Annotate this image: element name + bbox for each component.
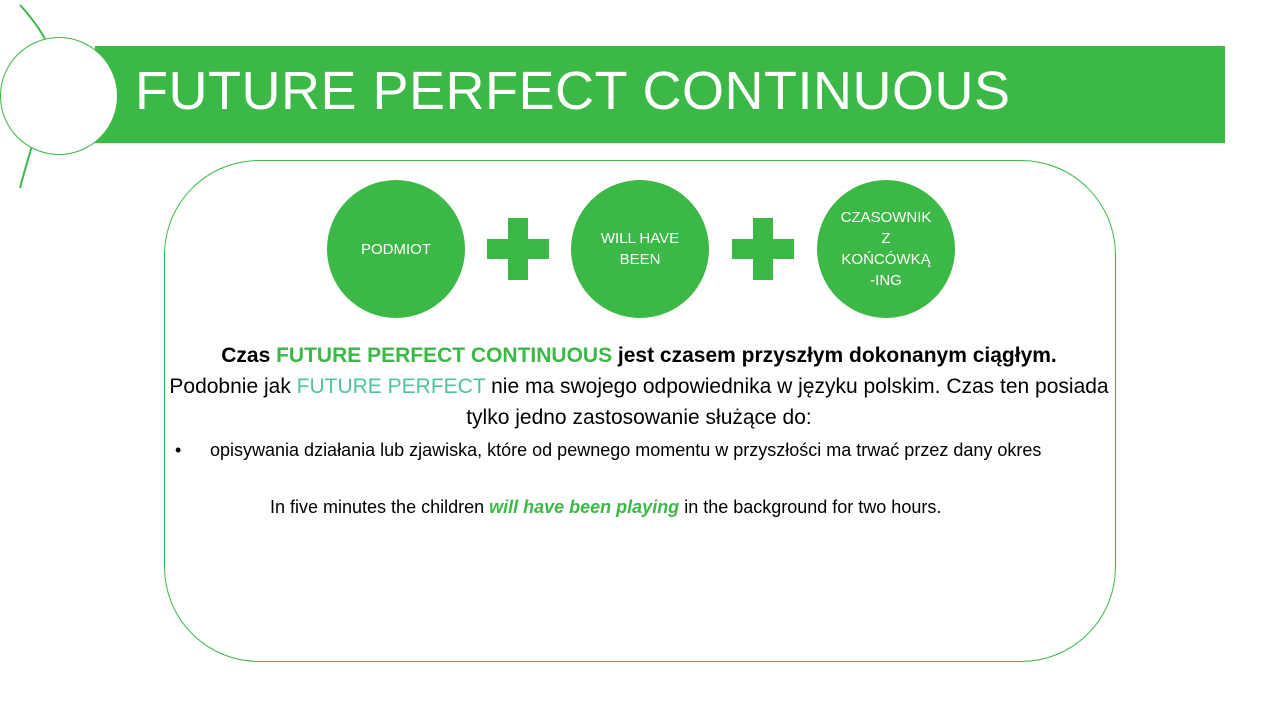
formula-verb-circle: CZASOWNIK Z KOŃCÓWKĄ -ING [817,180,955,318]
example-before: In five minutes the children [270,497,490,517]
example-after: in the background for two hours. [679,497,942,517]
example-highlight: will have been playing [489,497,680,517]
usage-bullet-text: opisywania działania lub zjawiska, które… [210,440,1042,460]
title-bar: FUTURE PERFECT CONTINUOUS [95,46,1225,143]
bullet-icon: • [175,440,182,460]
formula-verb-label: CZASOWNIK Z KOŃCÓWKĄ -ING [840,209,932,289]
example-sentence: In five minutes the children will have b… [270,493,941,521]
note-sentence: Podobnie jak FUTURE PERFECT nie ma swoje… [165,371,1113,433]
note-prefix: Podobnie jak [169,375,297,398]
intro-prefix: Czas [221,344,277,367]
note-suffix: nie ma swojego odpowiednika w języku pol… [466,375,1109,429]
intro-tense-name: FUTURE PERFECT CONTINUOUS [276,344,613,367]
plus-icon [487,218,549,280]
title-circle-decoration [0,37,118,155]
plus-icon [732,218,794,280]
intro-sentence: Czas FUTURE PERFECT CONTINUOUS jest czas… [165,340,1113,371]
formula-subject-circle: PODMIOT [327,180,465,318]
formula-subject-label: PODMIOT [361,240,431,258]
slide-title: FUTURE PERFECT CONTINUOUS [135,61,1011,121]
formula-auxiliary-circle: WILL HAVE BEEN [571,180,709,318]
intro-suffix: jest czasem przyszłym dokonanym ciągłym. [612,344,1057,367]
note-tense-name: FUTURE PERFECT [296,375,486,398]
formula-auxiliary-label: WILL HAVE BEEN [600,230,680,268]
